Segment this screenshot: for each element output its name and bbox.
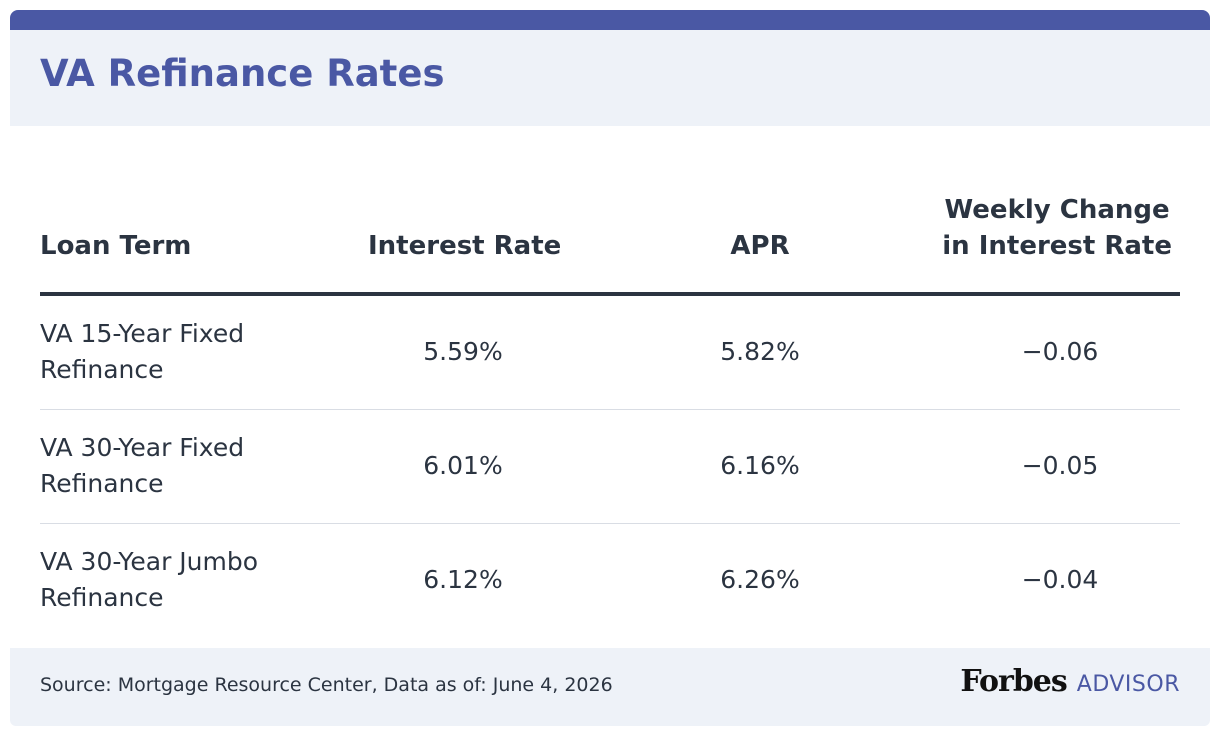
table-row: VA 15-Year Fixed Refinance 5.59% 5.82% −…: [40, 296, 1180, 410]
apr-cell: 5.82%: [720, 337, 800, 366]
weekly-change-cell: −0.04: [1021, 565, 1099, 594]
header-divider: [40, 292, 1180, 296]
column-header-weekly-change-line1: Weekly Change: [944, 195, 1170, 225]
interest-rate-cell: 6.01%: [423, 451, 503, 480]
column-header-loan-term: Loan Term: [40, 231, 192, 261]
apr-cell: 6.16%: [720, 451, 800, 480]
loan-term-cell: VA 30-Year Fixed Refinance: [40, 433, 245, 498]
apr-cell: 6.26%: [720, 565, 800, 594]
rates-table: Loan Term Interest Rate APR Weekly Chang…: [40, 126, 1180, 636]
column-header-weekly-change: Weekly Change in Interest Rate: [942, 192, 1172, 264]
column-header-weekly-change-line2: in Interest Rate: [942, 231, 1172, 261]
weekly-change-cell: −0.05: [1021, 451, 1099, 480]
header: VA Refinance Rates: [10, 30, 1210, 126]
row-divider: [40, 523, 1180, 524]
table-row: VA 30-Year Jumbo Refinance 6.12% 6.26% −…: [40, 524, 1180, 638]
loan-term-cell: VA 15-Year Fixed Refinance: [40, 319, 245, 384]
table-row: VA 30-Year Fixed Refinance 6.01% 6.16% −…: [40, 410, 1180, 524]
forbes-advisor-logo: Forbes ADVISOR: [960, 664, 1180, 699]
row-divider: [40, 409, 1180, 410]
footer: Source: Mortgage Resource Center, Data a…: [10, 648, 1210, 726]
source-note: Source: Mortgage Resource Center, Data a…: [40, 674, 613, 696]
accent-top-bar: [10, 10, 1210, 30]
weekly-change-cell: −0.06: [1021, 337, 1099, 366]
interest-rate-cell: 6.12%: [423, 565, 503, 594]
page-title: VA Refinance Rates: [40, 52, 445, 95]
rates-card: VA Refinance Rates Loan Term Interest Ra…: [10, 10, 1210, 726]
loan-term-cell: VA 30-Year Jumbo Refinance: [40, 547, 259, 612]
brand-name: Forbes: [960, 664, 1067, 699]
column-header-interest-rate: Interest Rate: [368, 231, 562, 261]
interest-rate-cell: 5.59%: [423, 337, 503, 366]
brand-suffix: ADVISOR: [1076, 672, 1180, 697]
column-header-apr: APR: [730, 231, 790, 261]
